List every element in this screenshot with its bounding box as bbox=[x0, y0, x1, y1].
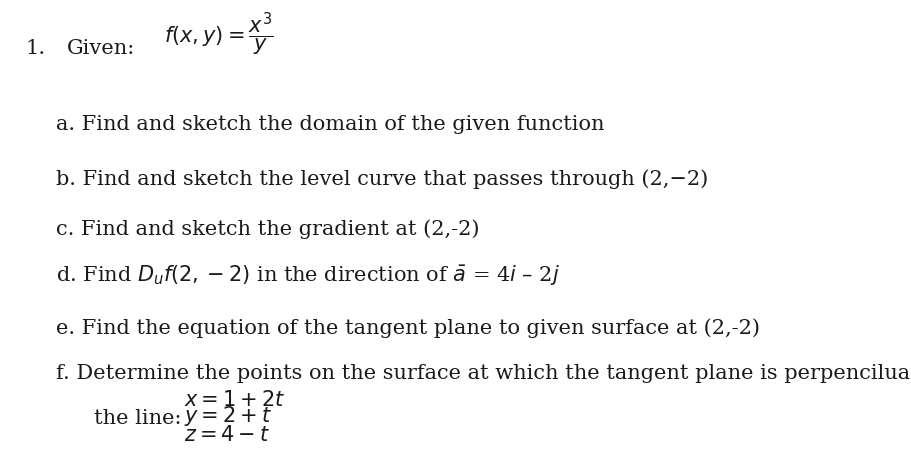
Text: the line:: the line: bbox=[94, 409, 181, 428]
Text: d. Find $D_uf(2,-2)$ in the direction of $\bar{a}$ = 4$i$ – 2$j$: d. Find $D_uf(2,-2)$ in the direction of… bbox=[56, 264, 559, 288]
Text: Given:: Given: bbox=[67, 39, 135, 58]
Text: $y = 2 + t$: $y = 2 + t$ bbox=[184, 404, 272, 428]
Text: b. Find and sketch the level curve that passes through (2,−2): b. Find and sketch the level curve that … bbox=[56, 169, 708, 189]
Text: 1.: 1. bbox=[25, 39, 45, 58]
Text: f. Determine the points on the surface at which the tangent plane is perpencilua: f. Determine the points on the surface a… bbox=[56, 364, 911, 383]
Text: $f(x,y)=\dfrac{x^3}{y}$: $f(x,y)=\dfrac{x^3}{y}$ bbox=[163, 10, 273, 58]
Text: a. Find and sketch the domain of the given function: a. Find and sketch the domain of the giv… bbox=[56, 114, 604, 134]
Text: c. Find and sketch the gradient at (2,-2): c. Find and sketch the gradient at (2,-2… bbox=[56, 219, 479, 239]
Text: e. Find the equation of the tangent plane to given surface at (2,-2): e. Find the equation of the tangent plan… bbox=[56, 318, 760, 338]
Text: $x = 1 + 2t$: $x = 1 + 2t$ bbox=[184, 390, 286, 410]
Text: $z = 4 - t$: $z = 4 - t$ bbox=[184, 425, 271, 445]
